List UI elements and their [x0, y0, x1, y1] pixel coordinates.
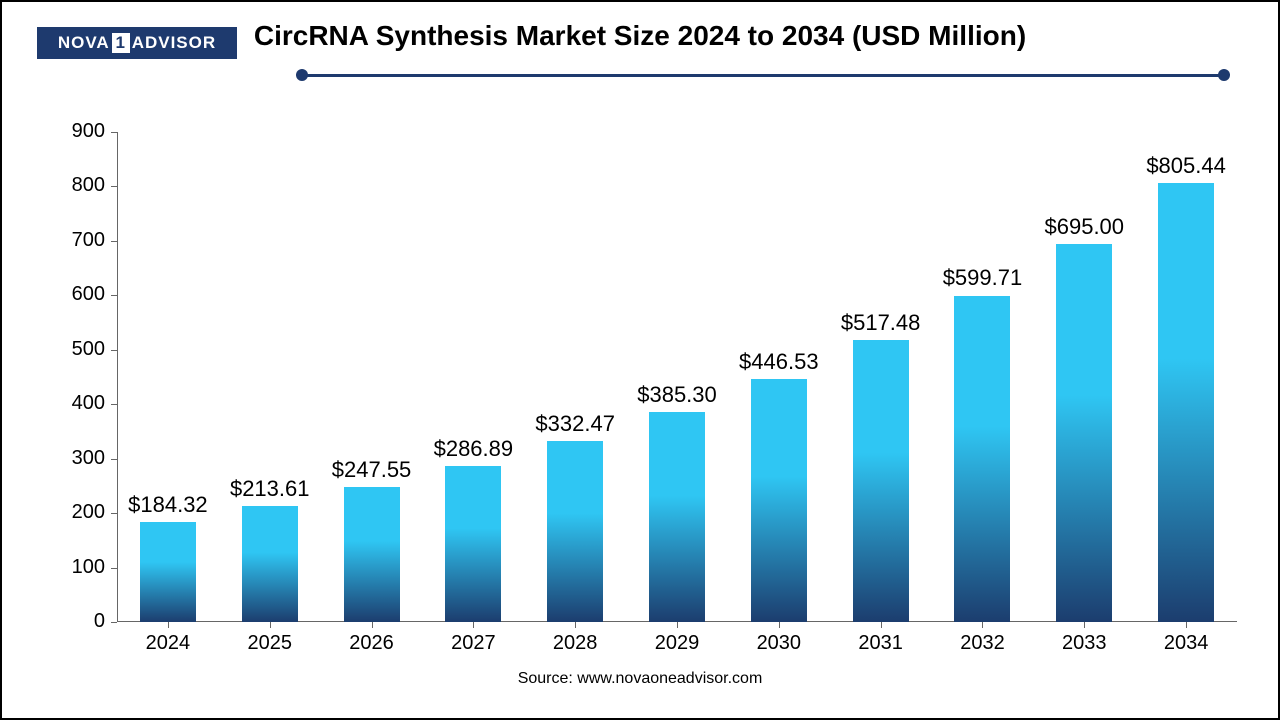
- bar-value-label: $286.89: [434, 436, 514, 462]
- x-tick-mark: [881, 622, 882, 628]
- bar-value-label: $599.71: [943, 265, 1023, 291]
- y-tick-mark: [111, 186, 117, 187]
- x-tick-mark: [372, 622, 373, 628]
- y-tick-mark: [111, 132, 117, 133]
- y-tick-mark: [111, 241, 117, 242]
- bar-value-label: $213.61: [230, 476, 310, 502]
- title-underline-dot-right: [1218, 69, 1230, 81]
- plot-area: 01002003004005006007008009002024$184.322…: [117, 132, 1237, 622]
- y-tick-mark: [111, 568, 117, 569]
- bar-value-label: $446.53: [739, 349, 819, 375]
- x-tick-mark: [779, 622, 780, 628]
- x-tick-mark: [473, 622, 474, 628]
- y-tick-label: 600: [45, 283, 105, 306]
- x-tick-label: 2029: [655, 632, 700, 655]
- bar-value-label: $332.47: [535, 411, 615, 437]
- bar-value-label: $247.55: [332, 457, 412, 483]
- y-tick-label: 100: [45, 556, 105, 579]
- y-tick-label: 300: [45, 447, 105, 470]
- chart-frame: NOVA 1 ADVISOR CircRNA Synthesis Market …: [0, 0, 1280, 720]
- bar: [344, 487, 400, 622]
- y-tick-label: 900: [45, 120, 105, 143]
- bar-value-label: $184.32: [128, 492, 208, 518]
- x-tick-mark: [1186, 622, 1187, 628]
- x-tick-mark: [1084, 622, 1085, 628]
- source-text: Source: www.novaoneadvisor.com: [2, 670, 1278, 688]
- y-tick-label: 0: [45, 610, 105, 633]
- bar: [140, 522, 196, 622]
- x-tick-label: 2025: [247, 632, 292, 655]
- bar: [242, 506, 298, 622]
- x-tick-label: 2027: [451, 632, 496, 655]
- bar: [547, 441, 603, 622]
- x-tick-mark: [575, 622, 576, 628]
- title-underline: [302, 74, 1224, 77]
- bar-value-label: $385.30: [637, 382, 717, 408]
- bar-value-label: $805.44: [1146, 153, 1226, 179]
- x-tick-label: 2033: [1062, 632, 1107, 655]
- x-tick-mark: [677, 622, 678, 628]
- chart-title: CircRNA Synthesis Market Size 2024 to 20…: [2, 20, 1278, 52]
- x-tick-label: 2031: [858, 632, 903, 655]
- y-tick-mark: [111, 350, 117, 351]
- y-tick-label: 800: [45, 174, 105, 197]
- x-tick-label: 2034: [1164, 632, 1209, 655]
- x-tick-label: 2030: [757, 632, 802, 655]
- y-tick-mark: [111, 404, 117, 405]
- y-tick-mark: [111, 295, 117, 296]
- y-tick-mark: [111, 622, 117, 623]
- y-tick-label: 700: [45, 229, 105, 252]
- y-tick-mark: [111, 459, 117, 460]
- y-tick-mark: [111, 513, 117, 514]
- x-tick-label: 2032: [960, 632, 1005, 655]
- x-tick-mark: [168, 622, 169, 628]
- bar: [1056, 244, 1112, 622]
- bar: [954, 296, 1010, 623]
- y-tick-label: 500: [45, 338, 105, 361]
- y-tick-label: 400: [45, 392, 105, 415]
- bar: [649, 412, 705, 622]
- bar-value-label: $517.48: [841, 310, 921, 336]
- title-underline-dot-left: [296, 69, 308, 81]
- bar: [853, 340, 909, 622]
- x-tick-mark: [270, 622, 271, 628]
- bar: [1158, 183, 1214, 622]
- y-tick-label: 200: [45, 501, 105, 524]
- bar: [445, 466, 501, 622]
- bar-value-label: $695.00: [1045, 214, 1125, 240]
- x-tick-label: 2024: [146, 632, 191, 655]
- x-tick-mark: [982, 622, 983, 628]
- bar: [751, 379, 807, 622]
- x-tick-label: 2028: [553, 632, 598, 655]
- x-tick-label: 2026: [349, 632, 394, 655]
- y-axis-line: [117, 132, 118, 622]
